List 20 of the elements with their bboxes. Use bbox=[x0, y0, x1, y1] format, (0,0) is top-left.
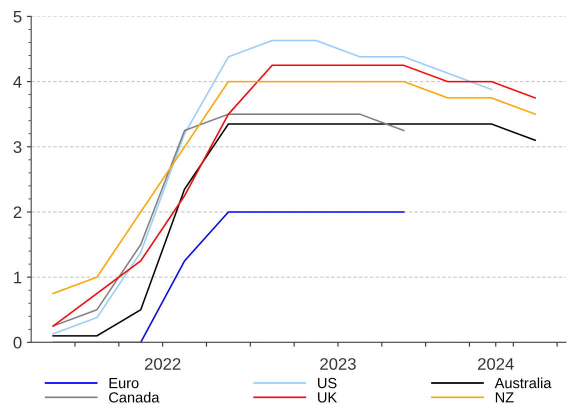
legend-label: NZ bbox=[496, 392, 514, 402]
line-series bbox=[52, 64, 536, 327]
legend-label: UK bbox=[318, 392, 338, 403]
y-tick-label: 2 bbox=[14, 206, 22, 218]
y-tick-label: 4 bbox=[13, 76, 22, 88]
x-tick-label: 2024 bbox=[478, 358, 514, 370]
line-series bbox=[52, 113, 404, 327]
x-tick-label: 2022 bbox=[144, 358, 180, 370]
line-series bbox=[52, 80, 536, 294]
legend-label: Euro bbox=[110, 378, 139, 388]
y-tick-label: 3 bbox=[14, 141, 22, 153]
y-tick-label: 1 bbox=[14, 272, 22, 284]
line-series bbox=[52, 123, 536, 337]
x-tick-label: 2023 bbox=[320, 358, 356, 370]
y-tick-label: 5 bbox=[14, 10, 22, 23]
y-tick-label: 0 bbox=[14, 336, 22, 349]
legend-label: Canada bbox=[109, 392, 160, 403]
legend-label: US bbox=[318, 378, 337, 388]
legend-label: Australia bbox=[494, 378, 552, 388]
line-series bbox=[52, 40, 492, 335]
